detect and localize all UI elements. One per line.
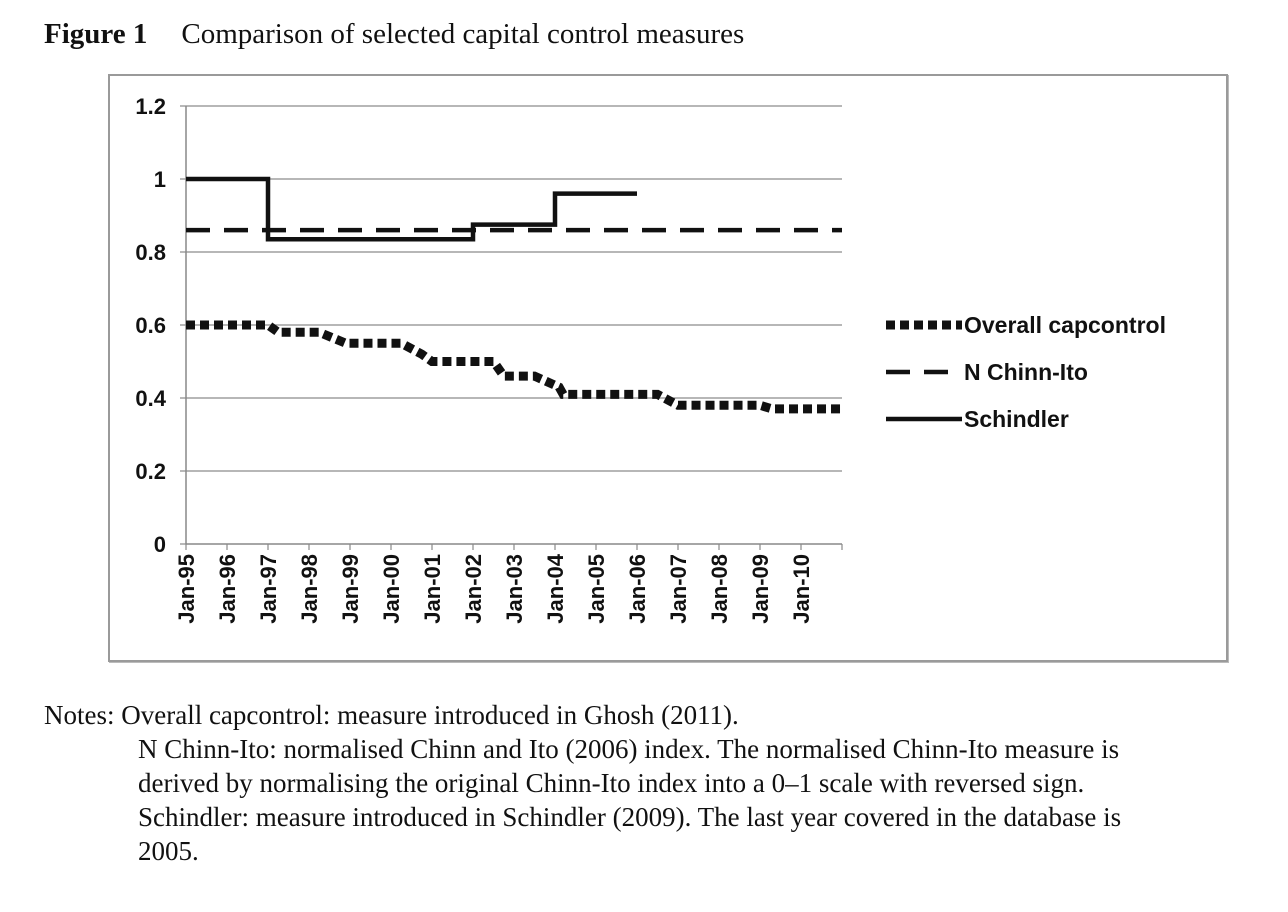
x-tick-label: Jan-97 bbox=[256, 554, 281, 624]
line-chart: 0 0.2 0.4 0.6 0.8 1 1.2 Jan-95 Jan-96 Jan-97 Jan-9… bbox=[135, 94, 1166, 624]
x-tick-label: Jan-01 bbox=[420, 554, 445, 624]
chart-frame: 0 0.2 0.4 0.6 0.8 1 1.2 Jan-95 Jan-96 Jan-97 Jan-9… bbox=[108, 74, 1228, 662]
x-tick-label: Jan-02 bbox=[461, 554, 486, 624]
legend-label: Schindler bbox=[964, 406, 1069, 432]
x-tick-label: Jan-10 bbox=[789, 554, 814, 624]
series-line-schindler bbox=[186, 176, 637, 242]
x-tick-label: Jan-09 bbox=[748, 554, 773, 624]
x-tick-label: Jan-07 bbox=[666, 554, 691, 624]
x-tick-label: Jan-08 bbox=[707, 554, 732, 624]
y-tick-label: 0.2 bbox=[135, 459, 166, 484]
x-tick-label: Jan-99 bbox=[338, 554, 363, 624]
legend-label: Overall capcontrol bbox=[964, 312, 1166, 338]
x-tick-label: Jan-06 bbox=[625, 554, 650, 624]
figure-notes: Notes: Overall capcontrol: measure intro… bbox=[44, 698, 1244, 868]
y-tick-label: 1.2 bbox=[135, 94, 166, 119]
note-chinn-ito: N Chinn-Ito: normalised Chinn and Ito (2… bbox=[138, 734, 1120, 798]
y-tick-label: 0.8 bbox=[135, 240, 166, 265]
figure-caption: Comparison of selected capital control m… bbox=[181, 18, 745, 50]
x-tick-label: Jan-96 bbox=[215, 554, 240, 624]
x-tick-label: Jan-98 bbox=[297, 554, 322, 624]
figure-title: Figure 1 Comparison of selected capital c… bbox=[44, 18, 744, 51]
x-tick-label: Jan-05 bbox=[584, 554, 609, 624]
figure-label: Figure 1 bbox=[44, 18, 148, 50]
y-tick-label: 0.4 bbox=[135, 386, 166, 411]
x-tick-label: Jan-95 bbox=[174, 554, 199, 624]
y-tick-label: 0.6 bbox=[135, 313, 166, 338]
series-line-overall-capcontrol bbox=[186, 320, 842, 414]
legend-label: N Chinn-Ito bbox=[964, 359, 1088, 385]
note-overall-capcontrol: Notes: Overall capcontrol: measure intro… bbox=[44, 700, 739, 730]
y-tick-label: 0 bbox=[154, 532, 166, 557]
x-tick-label: Jan-03 bbox=[502, 554, 527, 624]
x-tick-label: Jan-04 bbox=[543, 553, 568, 623]
y-tick-label: 1 bbox=[154, 167, 166, 192]
note-schindler: Schindler: measure introduced in Schindl… bbox=[138, 802, 1122, 866]
x-tick-label: Jan-00 bbox=[379, 554, 404, 624]
